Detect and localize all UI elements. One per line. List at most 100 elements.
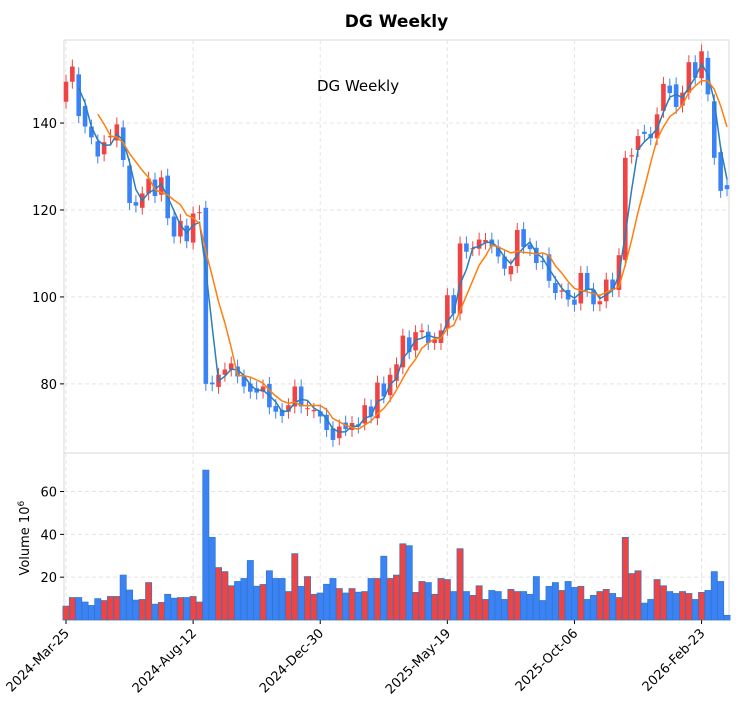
candle-body: [228, 363, 234, 370]
volume-bar: [354, 591, 362, 621]
volume-bar: [208, 537, 216, 621]
volume-bar: [412, 592, 420, 621]
ma6-line: [97, 79, 728, 431]
candle-body: [508, 266, 514, 275]
candle-body: [419, 330, 425, 333]
candle-body: [540, 260, 545, 263]
volume-bar: [240, 578, 248, 621]
volume-bar: [189, 596, 197, 621]
volume-bar: [335, 588, 343, 621]
candle-body: [305, 408, 310, 410]
candle-body: [724, 185, 730, 190]
volume-bar: [691, 599, 699, 621]
volume-bar: [520, 591, 528, 621]
candle-body: [464, 243, 469, 252]
candle-body: [178, 220, 183, 237]
volume-axis-label-exponent: 6: [16, 500, 27, 507]
volume-bar: [393, 574, 400, 621]
volume-bar: [246, 560, 254, 621]
volume-bar: [367, 578, 375, 621]
volume-bar: [361, 591, 369, 621]
volume-bar: [81, 601, 89, 621]
volume-bar: [234, 581, 242, 621]
price-tick-label: 140: [32, 117, 57, 132]
volume-bar: [380, 555, 388, 621]
volume-bar: [259, 584, 267, 621]
candle-body: [591, 289, 596, 305]
candle-body: [394, 364, 399, 381]
volume-bar: [75, 597, 83, 621]
volume-bar: [215, 567, 222, 621]
candle-body: [241, 376, 247, 387]
volume-bar: [68, 597, 76, 621]
ma3-line: [78, 62, 728, 433]
volume-bar: [285, 591, 292, 621]
volume-bar: [571, 587, 578, 621]
candle-body: [95, 141, 101, 157]
candle-body: [642, 131, 647, 134]
volume-bar: [119, 574, 127, 621]
x-tick-label: 2025-Oct-06: [513, 626, 581, 694]
price-tick-label: 100: [32, 291, 57, 306]
candle-body: [133, 202, 139, 206]
volume-bar: [221, 571, 229, 621]
volume-bar: [647, 599, 655, 621]
volume-bar: [304, 576, 311, 621]
candle-body: [584, 273, 590, 290]
volume-bar: [558, 590, 566, 621]
volume-bar: [507, 589, 515, 621]
volume-bar: [291, 553, 299, 621]
volume-bar: [710, 571, 718, 621]
volume-bar: [348, 588, 356, 621]
candle-body: [667, 85, 673, 94]
volume-bar: [679, 591, 686, 621]
volume-bar: [138, 599, 146, 621]
volume-tick-label: 40: [40, 528, 57, 543]
volume-bar: [513, 591, 521, 621]
volume-bar: [126, 589, 134, 621]
volume-bar: [253, 585, 261, 621]
volume-bar: [170, 597, 178, 621]
candle-body: [445, 295, 450, 329]
volume-bar: [717, 581, 725, 621]
volume-bar: [227, 585, 235, 621]
candle-body: [680, 92, 685, 106]
candle-body: [425, 331, 431, 344]
volume-bar: [450, 591, 458, 621]
candle-body: [654, 114, 660, 139]
candle-body: [260, 386, 266, 392]
chart-title: DG Weekly: [344, 12, 449, 32]
volume-bar: [564, 581, 572, 621]
candle-body: [317, 411, 323, 417]
candle-body: [623, 157, 628, 260]
volume-bar: [666, 591, 674, 621]
volume-bar: [297, 586, 305, 621]
candle-body: [400, 335, 406, 368]
candle-body: [476, 239, 482, 249]
volume-bar: [590, 595, 597, 621]
volume-bar: [176, 597, 184, 621]
volume-bar: [488, 590, 496, 621]
volume-bar: [373, 578, 381, 621]
candle-body: [527, 244, 533, 250]
candle-body: [171, 216, 177, 237]
volume-bar: [698, 592, 706, 621]
candle-body: [534, 247, 539, 264]
volume-bar: [278, 578, 286, 621]
candle-body: [273, 406, 279, 412]
volume-bar: [437, 578, 445, 621]
candle-body: [114, 124, 120, 141]
candle-body: [330, 428, 336, 440]
volume-bar: [577, 586, 585, 621]
x-tick-label: 2026-Feb-23: [640, 626, 709, 695]
candle-body: [159, 177, 164, 195]
volume-bar: [196, 601, 203, 621]
volume-bar: [532, 576, 540, 621]
volume-bar: [272, 578, 280, 621]
volume-bar: [609, 593, 617, 621]
candle-body: [152, 179, 158, 197]
candle-body: [311, 409, 317, 412]
volume-bar: [501, 599, 508, 621]
volume-tick-label: 20: [40, 571, 57, 586]
